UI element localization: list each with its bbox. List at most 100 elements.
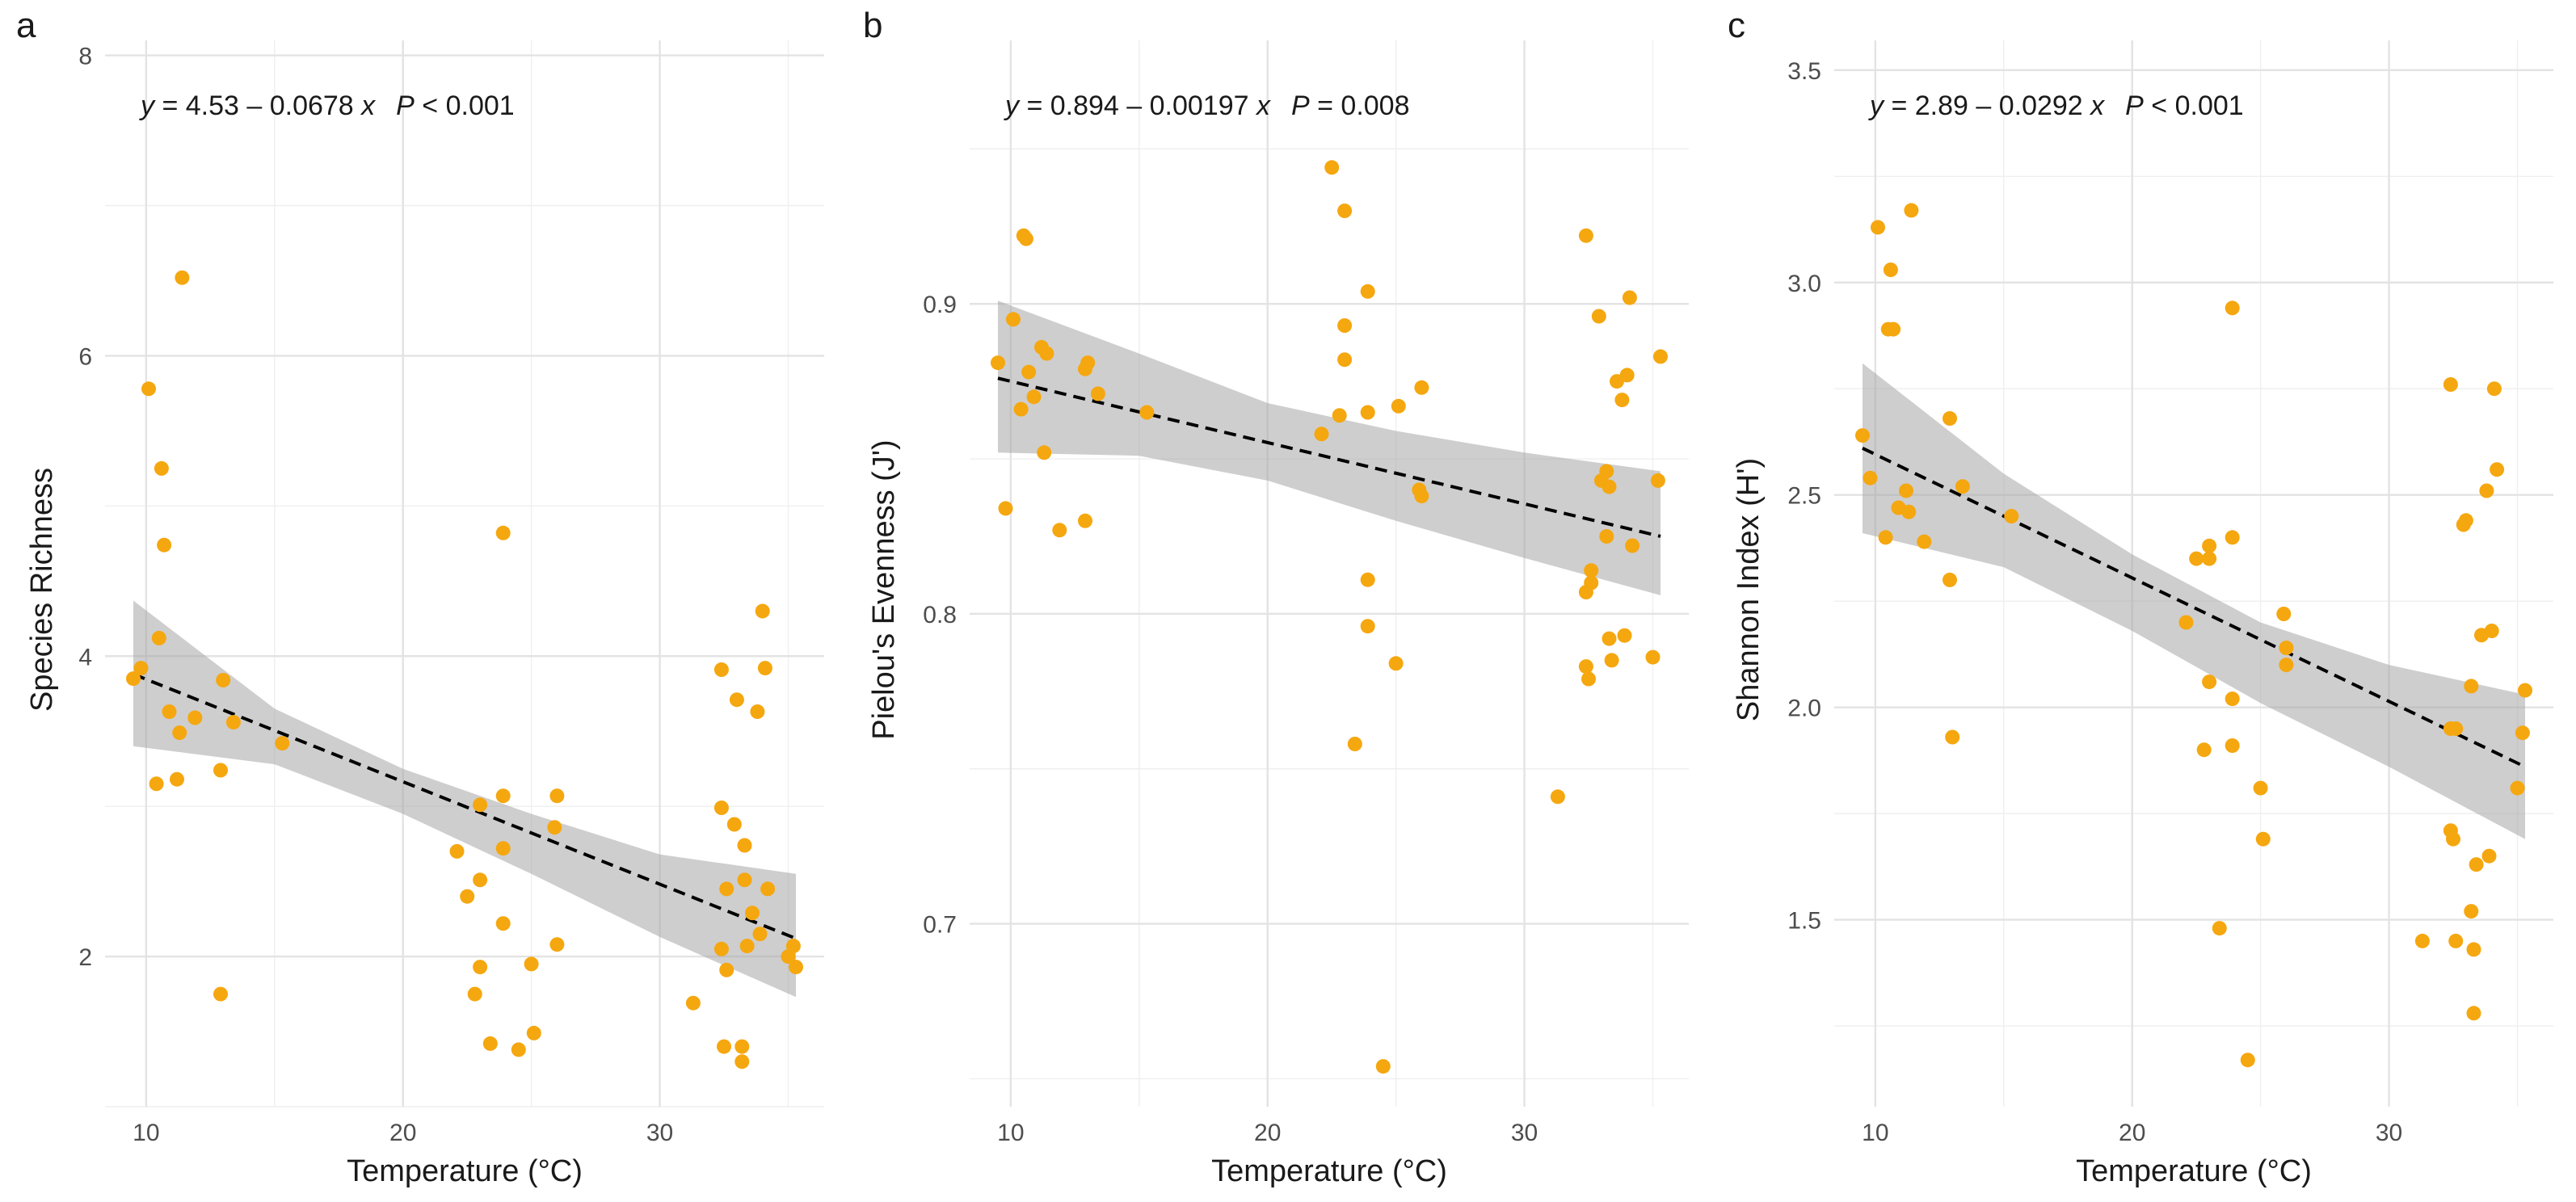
data-point: [2515, 725, 2530, 741]
data-point: [719, 881, 734, 897]
data-point: [2518, 683, 2532, 698]
eq-p-value: = 0.008: [1310, 90, 1410, 121]
y-axis-title: Species Richness: [25, 468, 59, 712]
data-point: [1578, 659, 1593, 675]
data-point: [785, 939, 801, 954]
data-point: [2196, 742, 2212, 758]
eq-p: P: [1291, 90, 1310, 121]
data-point: [473, 872, 488, 888]
data-point: [2481, 848, 2497, 864]
y-tick-label: 4: [78, 644, 92, 670]
data-point: [2486, 381, 2502, 397]
x-axis-title: Temperature (°C): [347, 1154, 583, 1188]
gridlines: [970, 40, 1689, 1107]
panel-label: c: [1728, 6, 1745, 45]
data-point: [734, 1054, 750, 1070]
eq-body: = 2.89 – 0.0292: [1884, 90, 2090, 121]
data-point: [1943, 572, 1957, 587]
data-point: [1006, 312, 1021, 327]
data-point: [2255, 831, 2271, 847]
data-point: [1414, 380, 1429, 395]
data-point: [2225, 300, 2240, 316]
data-point: [2443, 377, 2458, 392]
data-point: [1021, 364, 1037, 380]
data-point: [187, 710, 203, 725]
eq-p: P: [396, 90, 415, 121]
data-point: [1337, 318, 1353, 333]
data-point: [1360, 405, 1375, 420]
x-tick-label: 30: [1511, 1120, 1538, 1146]
data-point: [549, 937, 565, 952]
data-point: [1388, 656, 1404, 671]
data-point: [482, 1036, 498, 1051]
gridlines: [1834, 40, 2553, 1107]
data-point: [1602, 631, 1617, 646]
y-tick-label: 8: [78, 44, 92, 70]
data-point: [2464, 679, 2479, 694]
data-point: [1917, 534, 1932, 549]
data-point: [1013, 401, 1029, 417]
regression-line: [1862, 447, 2526, 769]
data-point: [2458, 513, 2473, 528]
data-point: [2225, 738, 2240, 753]
data-point: [162, 704, 177, 719]
eq-x: x: [1255, 90, 1271, 121]
data-point: [2466, 1006, 2481, 1021]
eq-p-value: < 0.001: [2144, 90, 2244, 121]
data-point: [1617, 628, 1632, 643]
data-point: [225, 715, 241, 730]
data-point: [1584, 563, 1599, 578]
x-axis-title: Temperature (°C): [2076, 1154, 2312, 1188]
data-point: [149, 776, 164, 792]
data-point: [685, 995, 701, 1011]
data-point: [2202, 675, 2217, 690]
data-point: [1901, 504, 1917, 519]
data-point: [1078, 513, 1092, 528]
data-point: [157, 537, 172, 553]
x-tick-label: 30: [2376, 1120, 2402, 1146]
eq-p-value: < 0.001: [415, 90, 515, 121]
data-point: [126, 671, 141, 687]
data-point: [1391, 398, 1406, 414]
data-point: [1878, 530, 1893, 545]
x-axis-title: Temperature (°C): [1211, 1154, 1447, 1188]
data-point: [1139, 405, 1155, 420]
data-point: [713, 941, 729, 956]
x-tick-label: 20: [2119, 1120, 2145, 1146]
data-point: [1337, 352, 1353, 368]
data-point: [1080, 355, 1096, 371]
data-point: [1904, 203, 1919, 218]
data-point: [729, 692, 744, 708]
data-point: [1871, 220, 1885, 235]
x-tick-label: 20: [1254, 1120, 1281, 1146]
panel-b: 10 20 30 0.7 0.8 0.9 Temperature (°C) Pielou's …: [863, 6, 1689, 1188]
eq-x: x: [360, 90, 376, 121]
data-point: [2466, 942, 2481, 957]
data-point: [1625, 538, 1640, 553]
data-point: [2276, 607, 2292, 621]
data-point: [734, 1039, 750, 1054]
data-point: [1360, 572, 1375, 587]
data-point: [547, 820, 562, 835]
y-tick-label: 2.5: [1787, 483, 1821, 510]
data-point: [789, 960, 803, 975]
regression-line: [133, 672, 797, 940]
data-point: [719, 962, 734, 977]
data-point: [151, 630, 166, 645]
data-point: [2178, 615, 2194, 630]
data-point: [1039, 346, 1054, 361]
eq-body: = 0.894 – 0.00197: [1019, 90, 1256, 121]
data-point: [2446, 831, 2460, 847]
data-point: [745, 906, 760, 921]
data-point: [1026, 389, 1042, 405]
data-points: [126, 270, 803, 1070]
data-point: [1650, 473, 1665, 488]
data-point: [760, 881, 776, 897]
data-point: [1360, 619, 1375, 634]
data-point: [737, 872, 752, 888]
y-tick-label: 0.8: [923, 602, 957, 628]
data-point: [526, 1025, 541, 1040]
x-tick-label: 10: [133, 1120, 159, 1146]
